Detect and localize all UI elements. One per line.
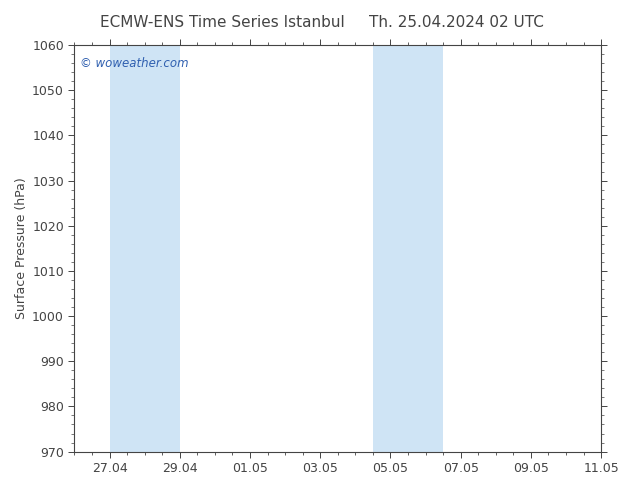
Bar [110, 45, 180, 452]
Text: © woweather.com: © woweather.com [80, 57, 188, 70]
Y-axis label: Surface Pressure (hPa): Surface Pressure (hPa) [15, 177, 28, 319]
Text: Th. 25.04.2024 02 UTC: Th. 25.04.2024 02 UTC [369, 15, 544, 30]
Bar [373, 45, 443, 452]
Text: ECMW-ENS Time Series Istanbul: ECMW-ENS Time Series Istanbul [100, 15, 344, 30]
